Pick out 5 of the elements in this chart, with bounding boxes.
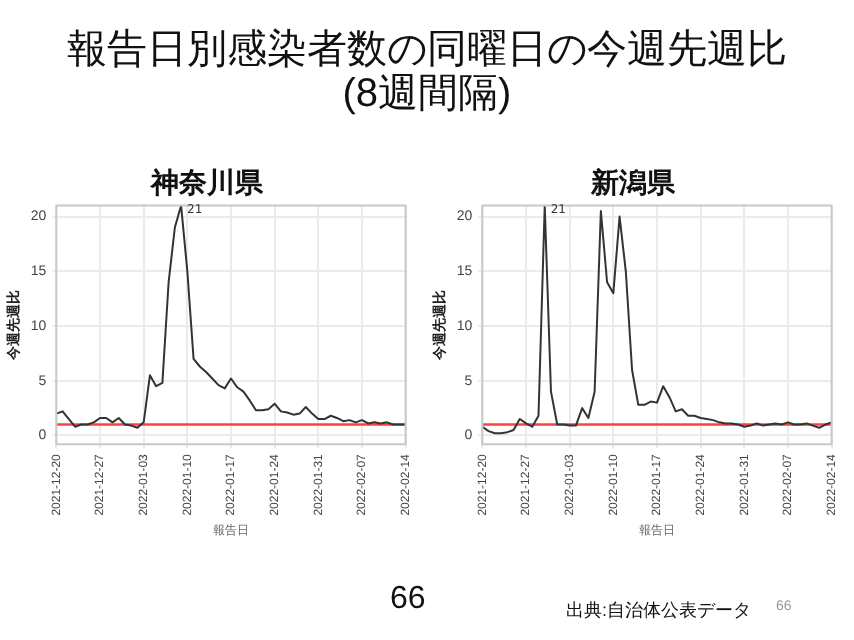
- chart-title: 新潟県: [589, 166, 677, 201]
- text: 報告日別感染者数の同曜日の今週先週比 (8週間隔): [65, 28, 789, 116]
- text: 66: [390, 582, 426, 618]
- source-note: 出典:自治体公表データ: [566, 598, 752, 624]
- chart-title: 神奈川県: [149, 166, 265, 201]
